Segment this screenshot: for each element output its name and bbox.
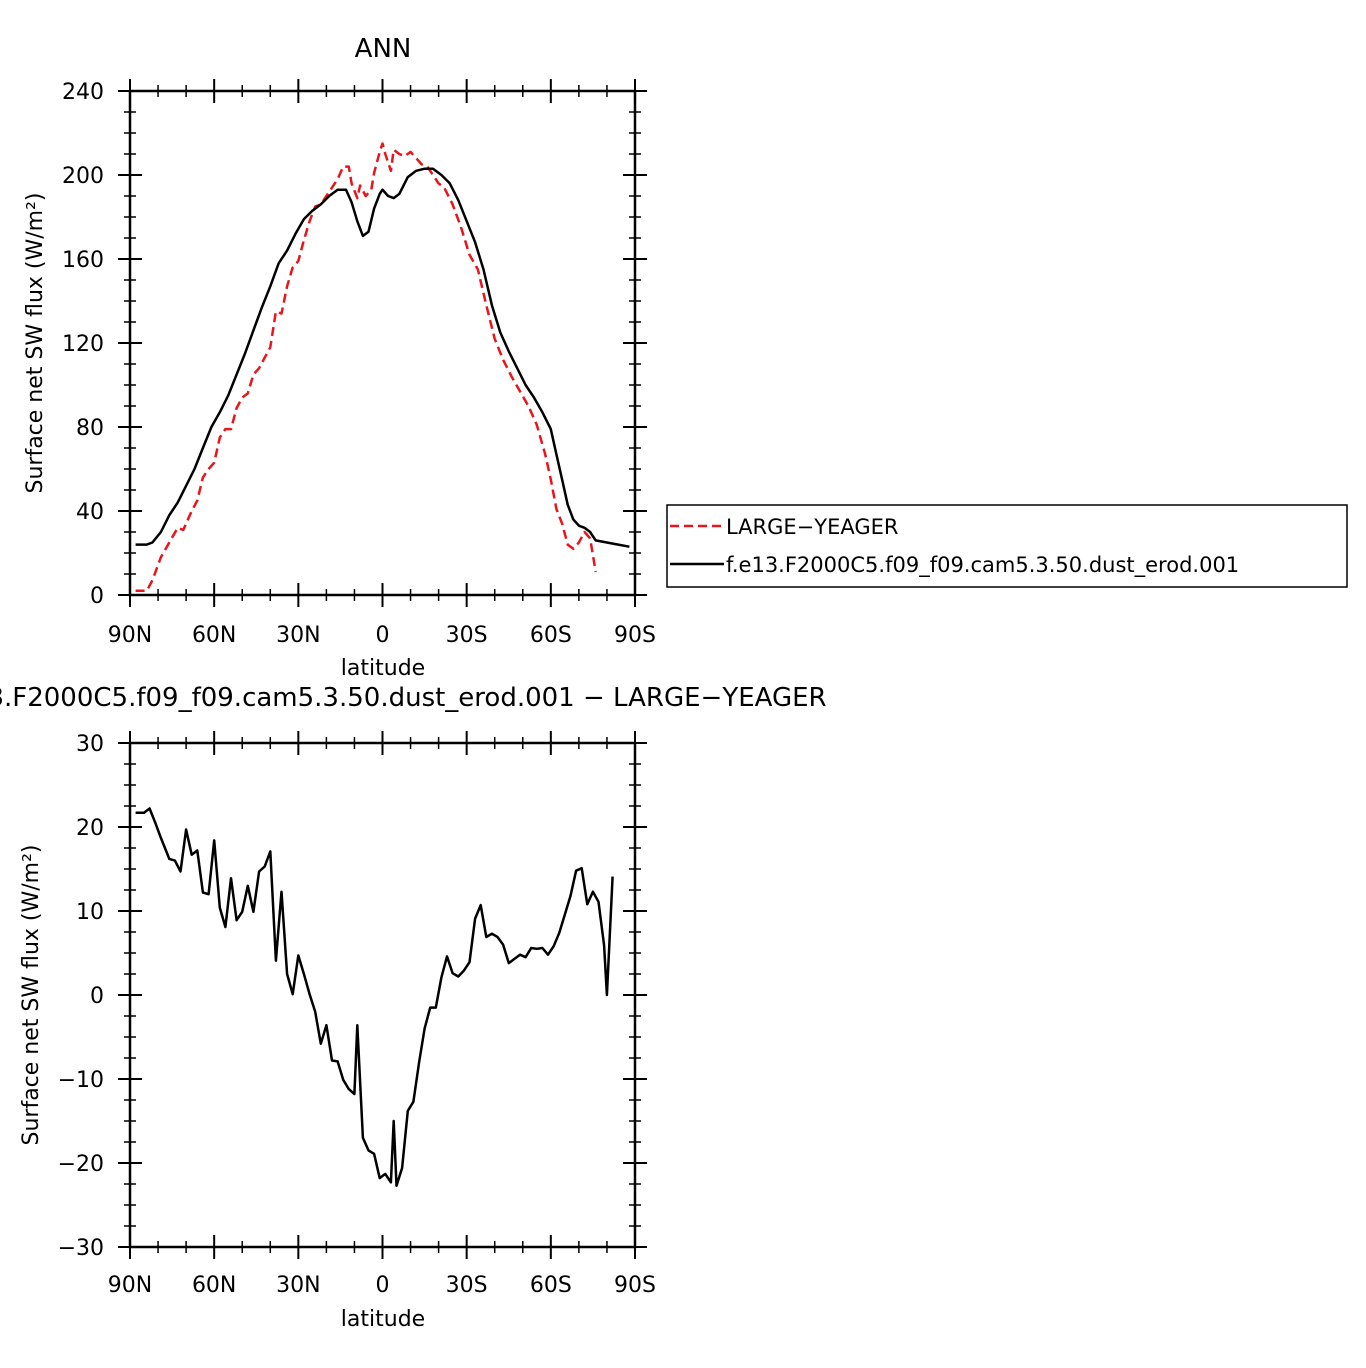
y-tick-label: 0 [90,984,104,1009]
bottom-series-group [135,807,614,1187]
bottom-axis-ticks [118,731,647,1259]
y-tick-label: 80 [76,416,104,441]
x-tick-label: 90S [614,623,656,648]
bottom-x-tick-labels: 90N 60N 30N 0 30S 60S 90S [108,1273,656,1298]
bottom-chart-title: f.e13.F2000C5.f09_f09.cam5.3.50.dust_ero… [0,683,827,713]
x-tick-label: 60S [530,1273,572,1298]
top-y-axis-label: Surface net SW flux (W/m²) [23,192,48,493]
top-x-axis-label: latitude [341,656,425,681]
x-tick-label: 0 [376,623,390,648]
top-series-line-0 [135,142,597,593]
x-tick-label: 30N [276,623,320,648]
x-tick-label: 60N [192,1273,236,1298]
y-tick-label: 240 [62,80,104,105]
y-tick-label: −20 [58,1152,104,1177]
x-tick-label: 90N [108,1273,152,1298]
x-tick-label: 90S [614,1273,656,1298]
x-tick-label: 30S [446,1273,488,1298]
x-tick-label: 90N [108,623,152,648]
y-tick-label: 200 [62,164,104,189]
bottom-plot-frame [128,741,637,1249]
y-tick-label: 10 [76,900,104,925]
y-tick-label: −30 [58,1236,104,1261]
top-series-group [135,142,630,593]
bottom-y-axis-label: Surface net SW flux (W/m²) [19,844,44,1145]
bot-series-line-0 [135,807,614,1187]
x-tick-label: 60S [530,623,572,648]
y-tick-label: 30 [76,732,104,757]
top-chart-title: ANN [355,34,412,64]
bottom-x-axis-label: latitude [341,1307,425,1332]
legend: LARGE−YEAGER f.e13.F2000C5.f09_f09.cam5.… [666,504,1348,588]
legend-label-cam5: f.e13.F2000C5.f09_f09.cam5.3.50.dust_ero… [726,553,1239,578]
legend-box [666,504,1348,588]
x-tick-label: 0 [376,1273,390,1298]
x-tick-label: 30S [446,623,488,648]
x-tick-label: 60N [192,623,236,648]
bottom-y-tick-labels: −30 −20 −10 0 10 20 30 [58,732,104,1261]
top-x-tick-labels: 90N 60N 30N 0 30S 60S 90S [108,623,656,648]
bottom-panel: f.e13.F2000C5.f09_f09.cam5.3.50.dust_ero… [0,683,827,1332]
y-tick-label: −10 [58,1068,104,1093]
y-tick-label: 0 [90,584,104,609]
y-tick-label: 40 [76,500,104,525]
top-y-tick-labels: 0 40 80 120 160 200 240 [62,80,104,609]
y-tick-label: 120 [62,332,104,357]
y-tick-label: 20 [76,816,104,841]
x-tick-label: 30N [276,1273,320,1298]
y-tick-label: 160 [62,248,104,273]
top-axis-ticks [118,79,647,607]
legend-label-large-yeager: LARGE−YEAGER [726,515,899,539]
top-series-line-1 [135,167,630,548]
